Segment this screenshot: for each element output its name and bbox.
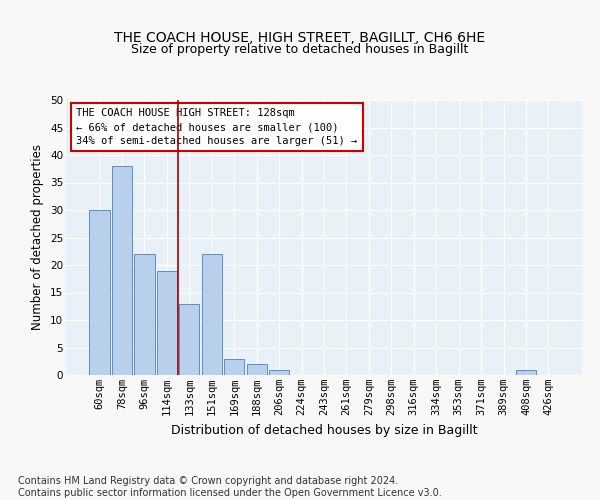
Bar [157,270,177,375]
Bar [202,254,222,375]
Text: Size of property relative to detached houses in Bagillt: Size of property relative to detached ho… [131,44,469,57]
Bar [179,304,199,375]
Bar [516,370,536,375]
Bar [224,358,244,375]
Text: THE COACH HOUSE, HIGH STREET, BAGILLT, CH6 6HE: THE COACH HOUSE, HIGH STREET, BAGILLT, C… [115,30,485,44]
Text: THE COACH HOUSE HIGH STREET: 128sqm
← 66% of detached houses are smaller (100)
3: THE COACH HOUSE HIGH STREET: 128sqm ← 66… [76,108,358,146]
Bar [89,210,110,375]
Bar [247,364,267,375]
X-axis label: Distribution of detached houses by size in Bagillt: Distribution of detached houses by size … [170,424,478,436]
Bar [134,254,155,375]
Y-axis label: Number of detached properties: Number of detached properties [31,144,44,330]
Text: Contains HM Land Registry data © Crown copyright and database right 2024.
Contai: Contains HM Land Registry data © Crown c… [18,476,442,498]
Bar [269,370,289,375]
Bar [112,166,132,375]
